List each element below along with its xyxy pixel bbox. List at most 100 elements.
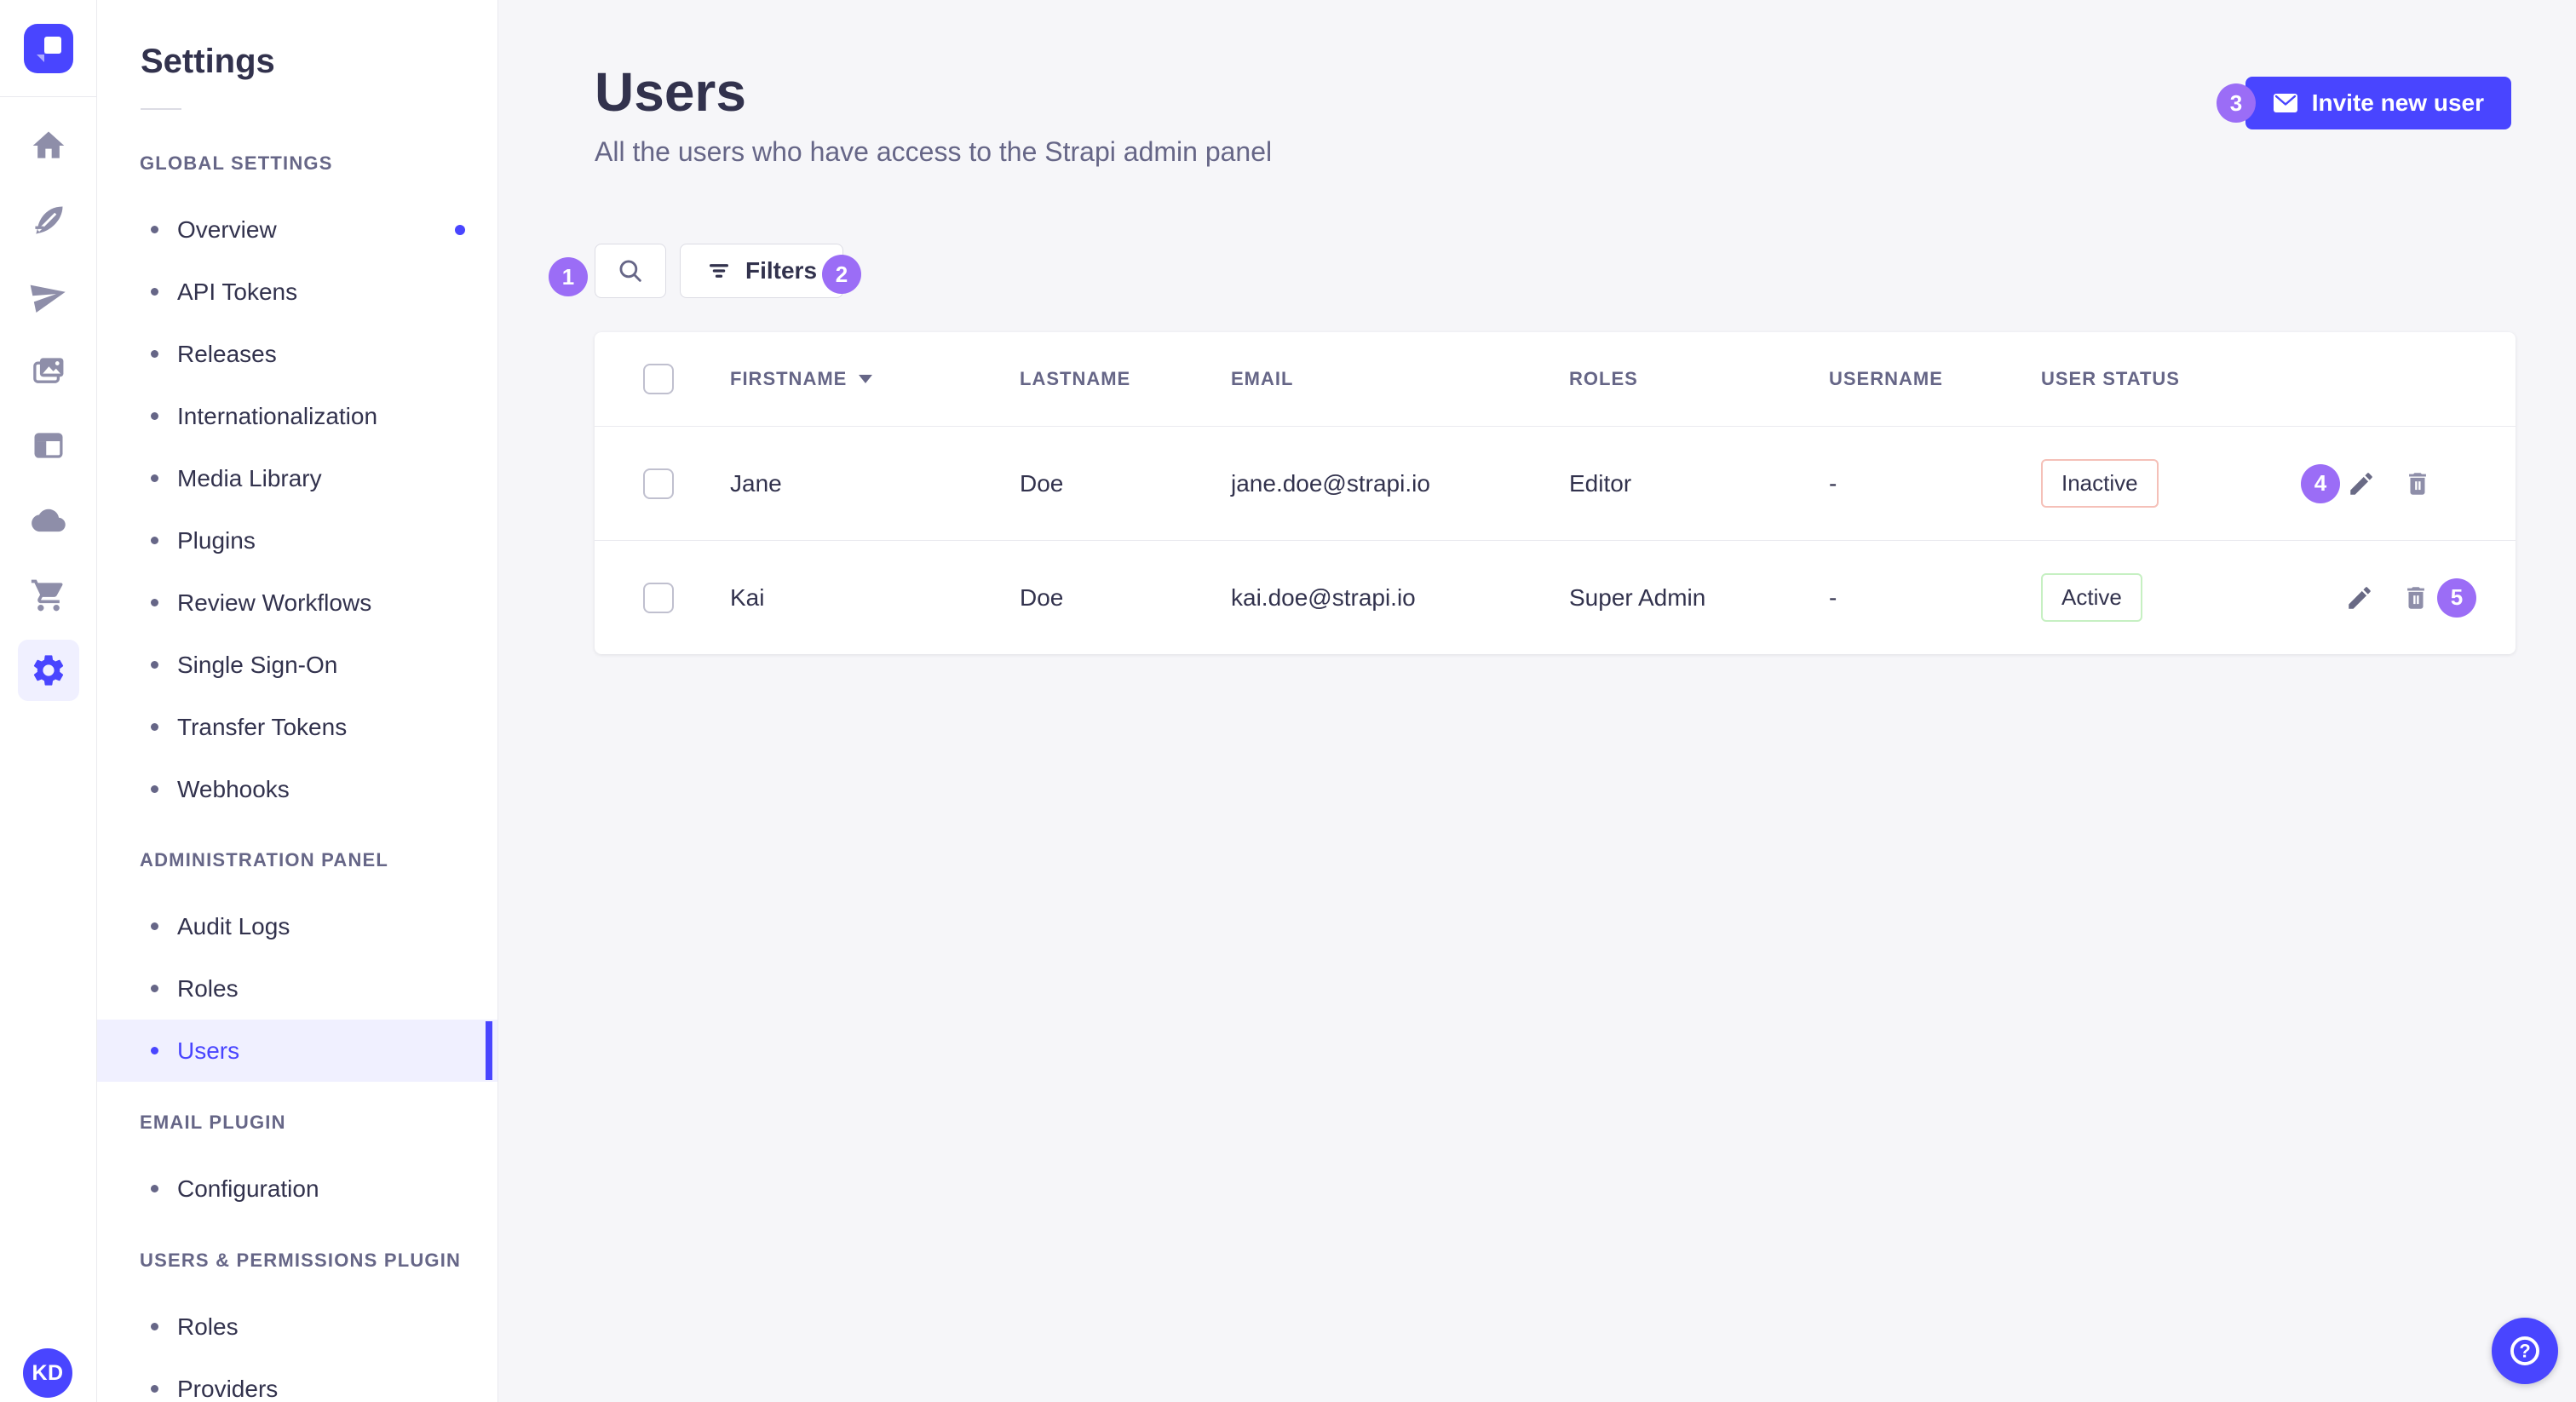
sidebar-title: Settings — [141, 43, 275, 80]
envelope-icon — [2273, 94, 2297, 112]
annotation-badge-3: 3 — [2217, 83, 2256, 123]
sidebar-item-configuration[interactable]: Configuration — [97, 1158, 497, 1220]
sidebar-item-plugins[interactable]: Plugins — [97, 509, 497, 572]
cell-username: - — [1829, 583, 1837, 611]
column-header-email[interactable]: EMAIL — [1231, 368, 1294, 389]
cell-firstname: Jane — [730, 469, 782, 497]
marketplace-cart-icon[interactable] — [25, 572, 72, 619]
bullet-icon — [151, 412, 158, 420]
annotation-badge-2: 2 — [822, 255, 861, 294]
bullet-icon — [151, 537, 158, 544]
administration-panel-list: Audit Logs Roles Users — [97, 895, 497, 1082]
bullet-icon — [151, 785, 158, 793]
invite-new-user-button[interactable]: Invite new user — [2245, 77, 2511, 129]
sidebar-item-providers[interactable]: Providers — [97, 1358, 497, 1402]
annotation-badge-4: 4 — [2301, 463, 2340, 503]
bullet-icon — [151, 922, 158, 930]
sidebar-item-overview[interactable]: Overview — [97, 198, 497, 261]
notification-dot-icon — [455, 224, 465, 235]
sidebar-title-divider — [141, 108, 181, 110]
table-row: Kai Doe kai.doe@strapi.io Super Admin - … — [595, 540, 2516, 654]
sidebar-item-webhooks[interactable]: Webhooks — [97, 758, 497, 820]
column-header-username[interactable]: USERNAME — [1829, 368, 1943, 389]
users-permissions-list: Roles Providers — [97, 1296, 497, 1402]
strapi-logo-icon — [37, 37, 61, 62]
svg-text:?: ? — [2519, 1340, 2530, 1361]
section-label-email-plugin: EMAIL PLUGIN — [140, 1112, 286, 1133]
sidebar-item-admin-roles[interactable]: Roles — [97, 957, 497, 1020]
sidebar-item-users[interactable]: Users — [97, 1020, 497, 1082]
row-checkbox[interactable] — [643, 582, 674, 613]
cell-roles: Super Admin — [1569, 583, 1706, 611]
bullet-icon — [151, 1385, 158, 1393]
sidebar-item-up-roles[interactable]: Roles — [97, 1296, 497, 1358]
sidebar-item-internationalization[interactable]: Internationalization — [97, 385, 497, 447]
table-row: Jane Doe jane.doe@strapi.io Editor - Ina… — [595, 427, 2516, 540]
send-plane-icon[interactable] — [25, 272, 72, 319]
content-feather-icon[interactable] — [25, 197, 72, 244]
annotation-badge-1: 1 — [549, 257, 588, 296]
section-label-users-permissions-plugin: USERS & PERMISSIONS PLUGIN — [140, 1250, 462, 1271]
media-images-icon[interactable] — [25, 347, 72, 394]
layout-panel-icon[interactable] — [25, 422, 72, 469]
settings-gear-icon[interactable] — [17, 640, 79, 701]
help-button[interactable]: ? — [2492, 1318, 2558, 1384]
row-checkbox[interactable] — [643, 468, 674, 499]
bullet-icon — [151, 350, 158, 358]
sidebar-item-api-tokens[interactable]: API Tokens — [97, 261, 497, 323]
delete-user-button[interactable] — [2403, 469, 2432, 498]
strapi-logo[interactable] — [24, 24, 73, 73]
bullet-icon — [151, 474, 158, 482]
filter-icon — [710, 264, 728, 278]
cloud-icon[interactable] — [25, 497, 72, 544]
cell-username: - — [1829, 469, 1837, 497]
sort-caret-down-icon — [859, 375, 873, 383]
user-avatar[interactable]: KD — [23, 1348, 72, 1398]
edit-user-button[interactable] — [2347, 469, 2376, 498]
select-all-checkbox[interactable] — [643, 364, 674, 394]
filters-button[interactable]: Filters — [680, 244, 844, 298]
trash-icon — [2409, 472, 2426, 495]
sidebar-item-transfer-tokens[interactable]: Transfer Tokens — [97, 696, 497, 758]
bullet-icon — [151, 1185, 158, 1192]
sidebar-item-review-workflows[interactable]: Review Workflows — [97, 572, 497, 634]
cell-email: jane.doe@strapi.io — [1231, 469, 1430, 497]
sidebar-item-media-library[interactable]: Media Library — [97, 447, 497, 509]
column-header-roles[interactable]: ROLES — [1569, 368, 1638, 389]
section-label-global-settings: GLOBAL SETTINGS — [140, 152, 333, 174]
home-icon[interactable] — [25, 122, 72, 170]
rail-divider — [0, 96, 96, 97]
sidebar-item-audit-logs[interactable]: Audit Logs — [97, 895, 497, 957]
search-button[interactable] — [595, 244, 666, 298]
cell-firstname: Kai — [730, 583, 765, 611]
section-label-administration-panel: ADMINISTRATION PANEL — [140, 849, 389, 871]
bullet-icon — [151, 985, 158, 992]
page-title: Users — [595, 61, 746, 123]
bullet-icon — [151, 661, 158, 669]
users-table-card: FIRSTNAME LASTNAME EMAIL ROLES USERNAME … — [595, 332, 2516, 654]
column-header-firstname[interactable]: FIRSTNAME — [730, 368, 1020, 390]
edit-user-button[interactable] — [2345, 583, 2374, 612]
pencil-icon — [2349, 586, 2371, 609]
sidebar-item-single-sign-on[interactable]: Single Sign-On — [97, 634, 497, 696]
cell-lastname: Doe — [1020, 469, 1064, 497]
column-header-user-status[interactable]: USER STATUS — [2041, 368, 2180, 389]
annotation-badge-5: 5 — [2437, 577, 2476, 618]
question-mark-icon: ? — [2510, 1336, 2539, 1365]
bullet-icon — [151, 226, 158, 233]
cell-email: kai.doe@strapi.io — [1231, 583, 1416, 611]
email-plugin-list: Configuration — [97, 1158, 497, 1220]
bullet-icon — [151, 288, 158, 296]
table-header-row: FIRSTNAME LASTNAME EMAIL ROLES USERNAME … — [595, 332, 2516, 427]
main-content: Users All the users who have access to t… — [498, 0, 2576, 1402]
bullet-icon — [151, 723, 158, 731]
status-badge: Active — [2041, 573, 2142, 622]
toolbar: Filters — [595, 244, 844, 298]
bullet-icon — [151, 1047, 158, 1054]
settings-sidebar: Settings GLOBAL SETTINGS Overview API To… — [97, 0, 498, 1402]
sidebar-item-releases[interactable]: Releases — [97, 323, 497, 385]
bullet-icon — [151, 599, 158, 606]
column-header-lastname[interactable]: LASTNAME — [1020, 368, 1131, 389]
app-icon-rail: KD — [0, 0, 97, 1402]
delete-user-button[interactable] — [2401, 583, 2430, 612]
